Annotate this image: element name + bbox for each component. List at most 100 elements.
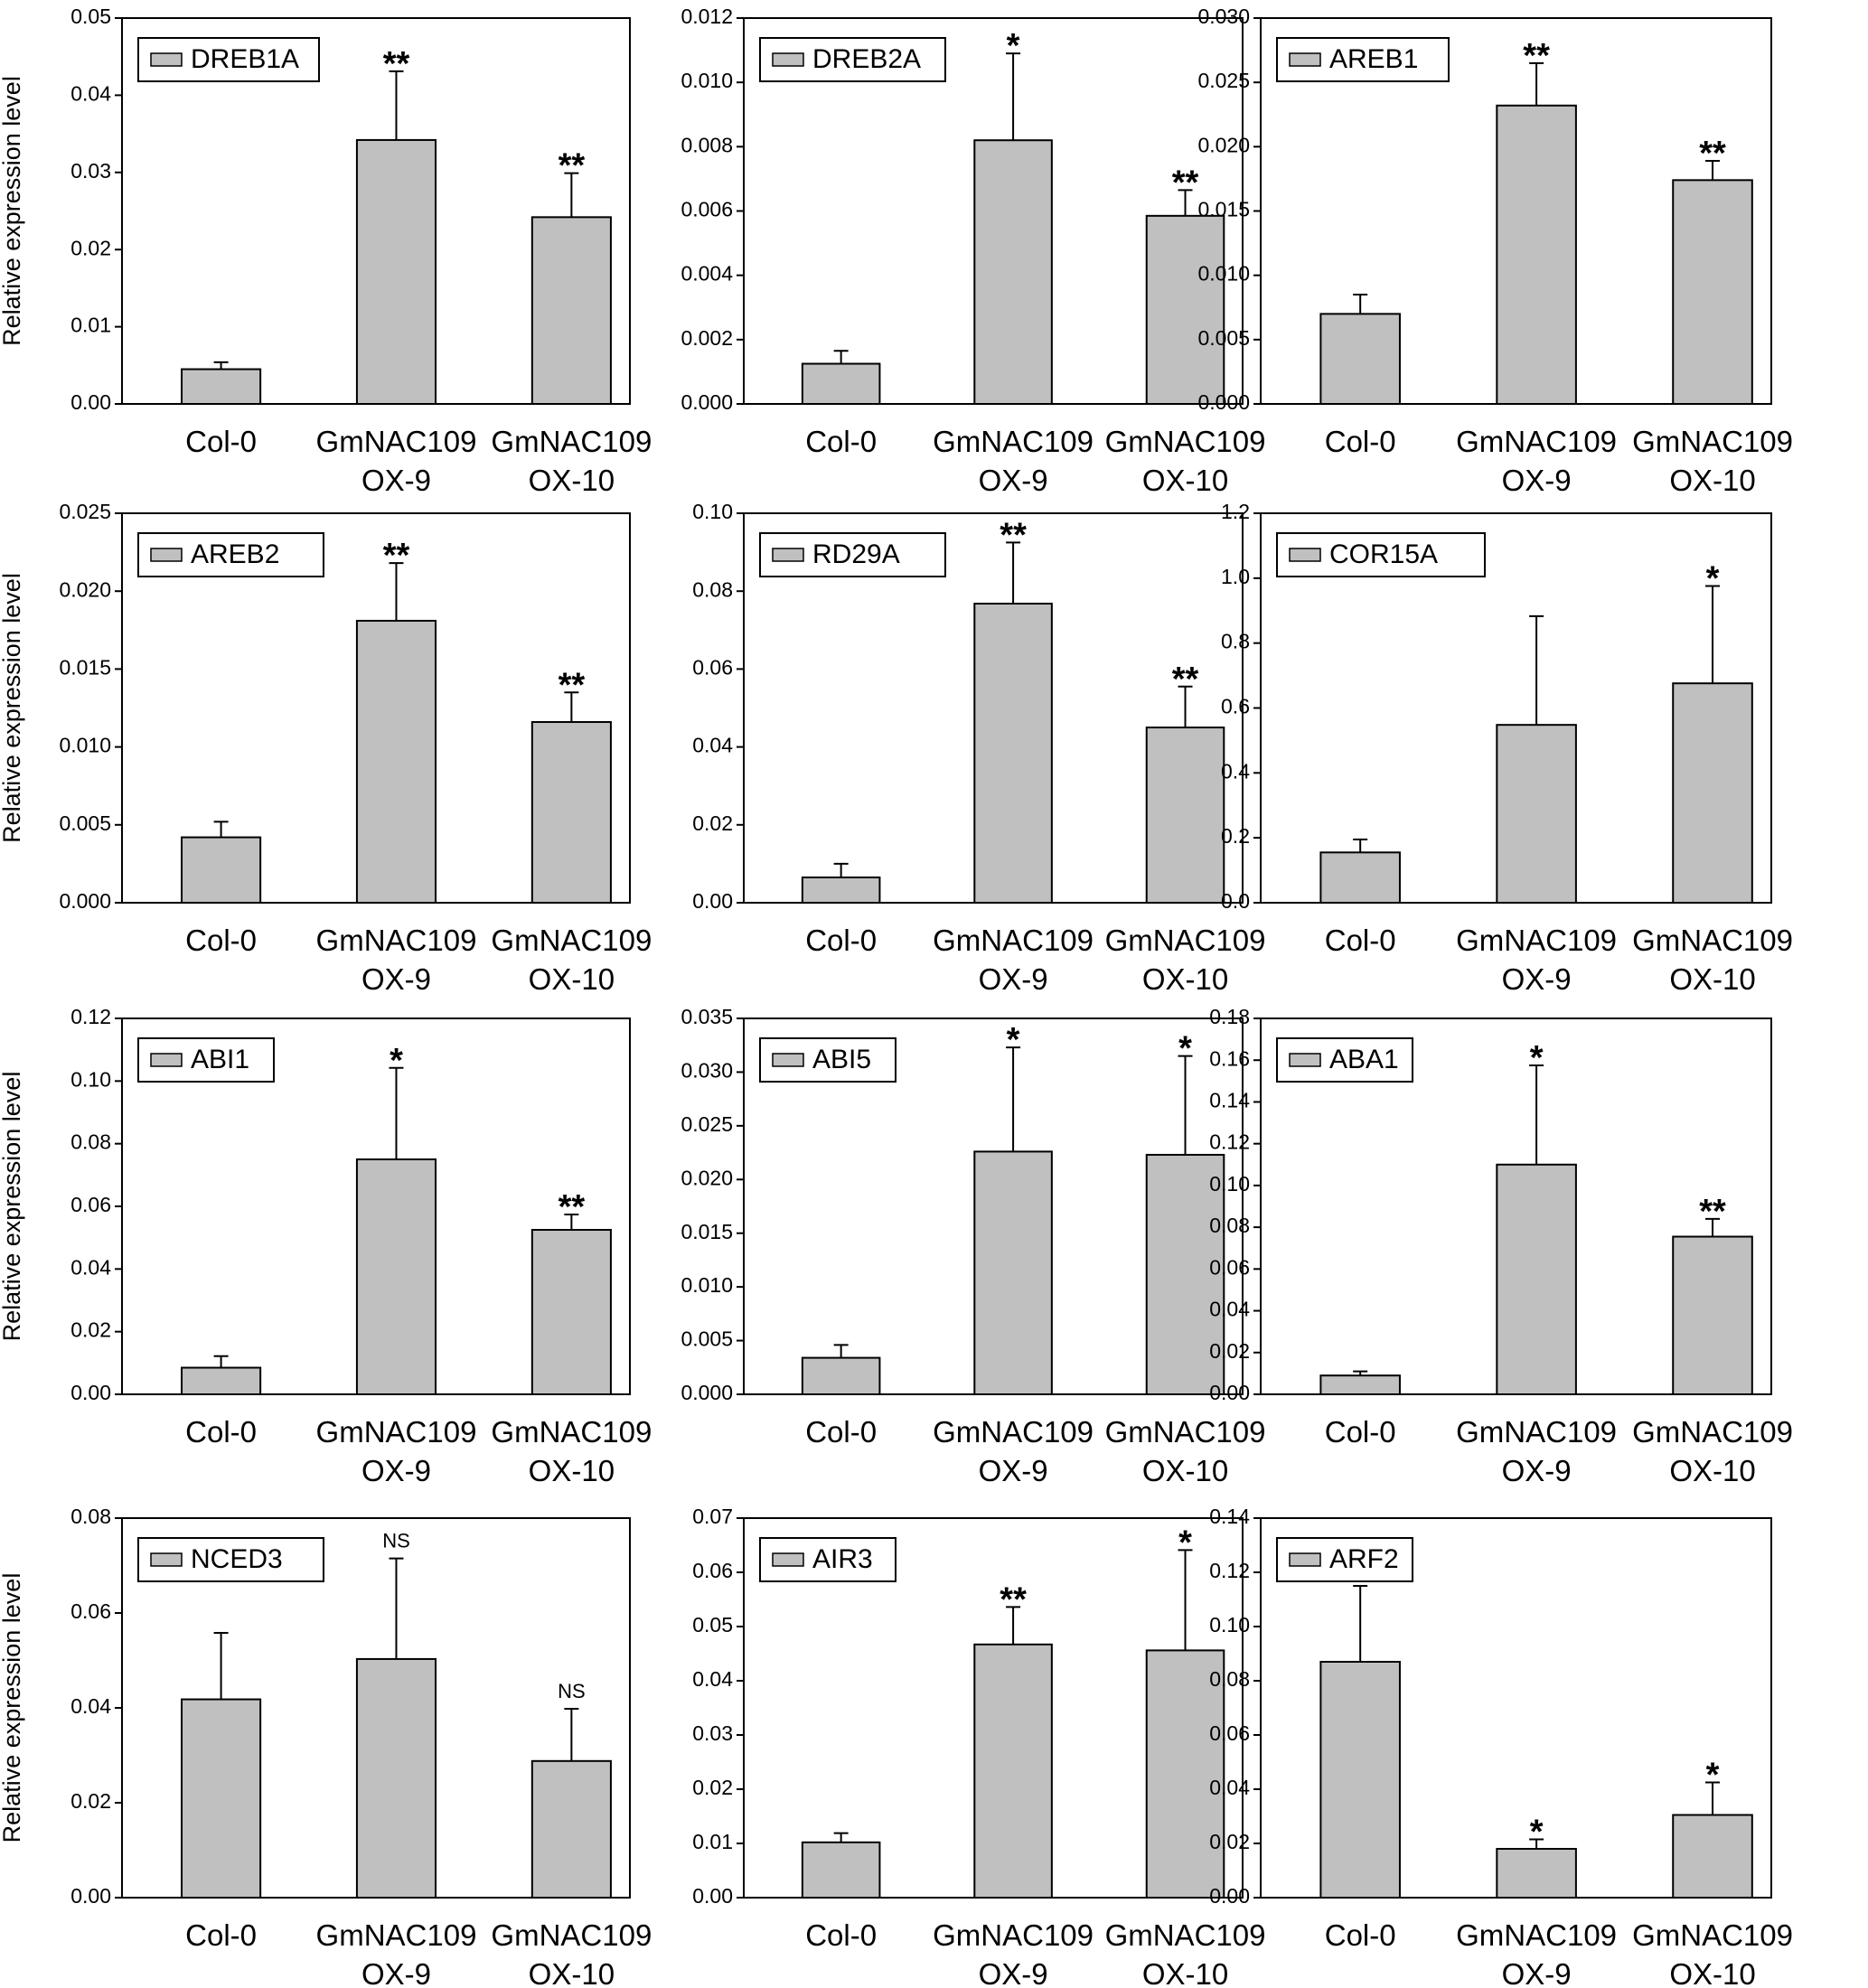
y-tick-label: 0.012: [681, 5, 733, 28]
bar: [801, 876, 881, 904]
y-tick-label: 0.4: [1221, 759, 1250, 783]
y-tick-label: 0.030: [1197, 5, 1250, 28]
significance-mark: **: [1172, 661, 1199, 699]
bar: [1319, 1374, 1401, 1395]
x-category-label: GmNAC109 OX-10: [1105, 425, 1266, 497]
bar: [530, 216, 612, 405]
significance-mark: *: [1530, 1039, 1544, 1077]
significance-mark: **: [383, 45, 410, 83]
y-tick-label: 0.10: [1209, 1613, 1250, 1636]
y-tick-label: 0.010: [681, 69, 733, 92]
x-category-label: GmNAC109 OX-10: [1105, 1918, 1266, 1988]
x-category-label: GmNAC109 OX-9: [933, 1918, 1094, 1988]
x-category-label: Col-0: [1325, 1918, 1396, 1952]
y-tick-label: 0.010: [681, 1273, 733, 1297]
bar: [1145, 1153, 1225, 1396]
y-tick-label: 0.06: [1209, 1255, 1250, 1279]
bar: [1672, 1814, 1753, 1899]
y-tick-label: 0.006: [681, 198, 733, 221]
y-tick-label: 0.05: [692, 1613, 733, 1636]
y-tick-label: 0.8: [1221, 630, 1250, 653]
y-tick-label: 0.08: [1209, 1667, 1250, 1691]
y-tick-label: 0.020: [1197, 133, 1250, 156]
x-category-label: Col-0: [185, 425, 257, 458]
y-tick-label: 0.10: [1209, 1172, 1250, 1196]
x-category-label: GmNAC109 OX-10: [491, 924, 652, 996]
y-tick-label: 0.02: [692, 811, 733, 835]
bar: [1496, 1848, 1577, 1899]
legend-label: RD29A: [812, 539, 900, 569]
y-tick-label: 0.02: [70, 1789, 111, 1813]
x-category-label: GmNAC109 OX-10: [1105, 1415, 1266, 1487]
bar: [530, 721, 612, 904]
chart-dreb1a: 0.00 0.01 0.02 0.03 0.04 0.05 Relative express…: [0, 5, 652, 497]
y-tick-label: 0.015: [59, 655, 111, 679]
legend: ABI5: [759, 1037, 896, 1083]
y-tick-label: 0.14: [1209, 1505, 1250, 1528]
bar: [1496, 724, 1577, 905]
x-category-label: GmNAC109 OX-9: [316, 1415, 477, 1487]
legend: RD29A: [759, 532, 946, 577]
y-tick-label: 0.000: [681, 1381, 733, 1404]
x-category-label: Col-0: [805, 425, 877, 458]
chart-cor15a: 0.0 0.2 0.4 0.6 0.8 1.0 1.2 Col-0 GmNAC109 OX-9 * G…: [1221, 500, 1793, 996]
y-tick-label: 0.04: [70, 81, 111, 105]
legend: NCED3: [137, 1537, 324, 1582]
bar: [1672, 1235, 1753, 1395]
significance-mark: **: [1172, 164, 1199, 202]
y-tick-label: 0.12: [1209, 1130, 1250, 1154]
significance-mark: **: [559, 147, 586, 185]
legend-swatch: [772, 1053, 804, 1067]
significance-mark: **: [1523, 37, 1550, 75]
significance-mark: *: [1178, 1524, 1192, 1561]
bar: [181, 368, 262, 406]
bar: [801, 1356, 881, 1396]
x-category-label: Col-0: [1325, 924, 1396, 957]
y-tick-label: 0.07: [692, 1505, 733, 1528]
y-tick-label: 0.10: [692, 500, 733, 523]
y-axis-title: Relative expression level: [0, 573, 25, 843]
legend-label: NCED3: [191, 1544, 283, 1574]
legend: AIR3: [759, 1537, 896, 1582]
significance-mark: *: [1007, 27, 1020, 65]
bar: [1319, 1661, 1401, 1899]
y-tick-label: 0.08: [692, 577, 733, 601]
legend-swatch: [1289, 1552, 1321, 1567]
y-tick-label: 0.00: [70, 390, 111, 414]
x-category-label: GmNAC109 OX-9: [316, 425, 477, 497]
bar: [181, 1698, 262, 1899]
legend: DREB2A: [759, 37, 946, 82]
legend: ARF2: [1276, 1537, 1413, 1582]
y-tick-label: 0.16: [1209, 1046, 1250, 1070]
bar: [1145, 214, 1225, 405]
x-category-label: GmNAC109 OX-9: [316, 1918, 477, 1988]
y-tick-label: 0.06: [692, 1559, 733, 1582]
y-tick-label: 0.00: [70, 1381, 111, 1404]
legend-swatch: [1289, 548, 1321, 562]
y-tick-label: 0.000: [681, 390, 733, 414]
legend: AREB2: [137, 532, 324, 577]
legend-label: COR15A: [1329, 539, 1438, 569]
y-tick-label: 0.04: [70, 1694, 111, 1718]
bar: [355, 1657, 437, 1899]
significance-mark: *: [1706, 1757, 1720, 1795]
legend-swatch: [1289, 1053, 1321, 1067]
x-category-label: GmNAC109 OX-10: [1632, 1415, 1793, 1487]
bar: [973, 139, 1053, 405]
bar: [801, 362, 881, 406]
significance-mark: *: [1178, 1030, 1192, 1068]
bar: [973, 602, 1053, 904]
x-category-label: GmNAC109 OX-9: [1456, 924, 1617, 996]
x-category-label: GmNAC109 OX-10: [1105, 924, 1266, 996]
y-axis-title: Relative expression level: [0, 1573, 25, 1843]
legend-swatch: [150, 548, 183, 562]
significance-mark: **: [559, 1188, 586, 1226]
x-category-label: GmNAC109 OX-10: [1632, 425, 1793, 497]
significance-mark: **: [1000, 516, 1027, 554]
chart-arf2: 0.00 0.02 0.04 0.06 0.08 0.10 0.12 0.14 Col-0 * Gm…: [1209, 1505, 1793, 1988]
significance-mark: NS: [382, 1530, 410, 1552]
y-tick-label: 0.04: [70, 1255, 111, 1279]
y-tick-label: 0.015: [681, 1220, 733, 1243]
y-tick-label: 0.14: [1209, 1089, 1250, 1112]
